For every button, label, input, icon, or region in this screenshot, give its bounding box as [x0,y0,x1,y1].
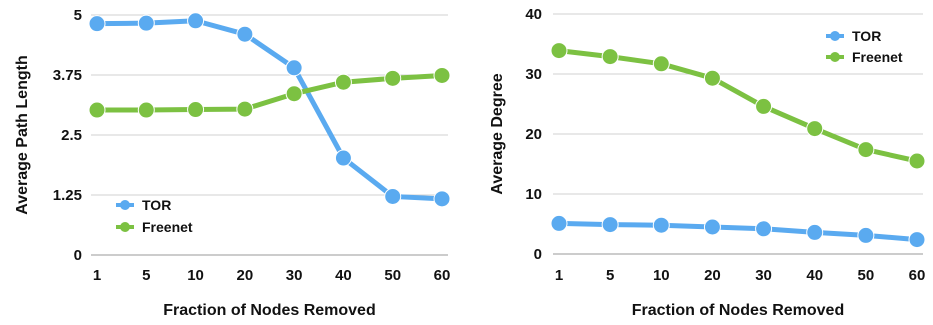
degree-x-tick-label: 40 [806,267,823,284]
path-length-x-axis-title: Fraction of Nodes Removed [163,302,375,319]
path-length-y-tick-label: 1.25 [53,187,82,204]
degree-x-tick-label: 10 [653,267,670,284]
degree-x-tick-label: 50 [858,267,875,284]
path-length-freenet-point [88,101,106,119]
path-length-freenet-point [187,101,205,119]
degree-legend-freenet-label: Freenet [852,49,903,65]
degree-freenet-point [755,97,773,115]
degree-tor-point [908,231,926,249]
path-length-x-tick-label: 50 [384,267,401,284]
path-length-freenet-point [384,69,402,87]
degree-chart-svg: 0 10 20 30 40 1 5 10 20 30 40 50 60 Fraction of Nodes… [489,6,926,319]
path-length-y-tick-label: 2.5 [61,127,82,144]
path-length-x-tick-label: 1 [93,267,101,284]
degree-freenet-point [550,42,568,60]
path-length-tor-point [137,14,155,32]
path-length-tor-point [88,15,106,33]
path-length-x-tick-label: 40 [335,267,352,284]
path-length-y-tick-label: 0 [74,247,82,264]
degree-y-tick-label: 0 [534,246,542,263]
path-length-x-tick-label: 10 [187,267,204,284]
path-length-legend-freenet-label: Freenet [142,219,193,235]
degree-tor-point [703,218,721,236]
degree-y-tick-label: 40 [525,6,542,23]
degree-chart: 0 10 20 30 40 1 5 10 20 30 40 50 60 Fraction of Nodes… [470,0,933,325]
path-length-tor-point [384,187,402,205]
path-length-freenet-point [285,85,303,103]
degree-legend-freenet-swatch [830,52,840,62]
degree-freenet-point [703,69,721,87]
degree-freenet-point [806,120,824,138]
degree-legend-tor-label: TOR [852,28,881,44]
path-length-tor-point [187,12,205,30]
path-length-legend-tor-swatch [120,200,130,210]
path-length-legend-freenet-swatch [120,222,130,232]
path-length-x-tick-label: 60 [434,267,451,284]
degree-y-axis-title: Average Degree [489,73,506,194]
degree-x-tick-label: 60 [909,267,926,284]
degree-tor-point [806,223,824,241]
path-length-tor-point [433,190,451,208]
degree-tor-point [652,216,670,234]
degree-x-tick-label: 30 [755,267,772,284]
path-length-y-tick-label: 5 [74,7,82,24]
degree-tor-point [550,214,568,232]
path-length-freenet-point [433,66,451,84]
degree-freenet-line [556,48,920,164]
degree-tor-point [857,226,875,244]
path-length-chart-svg: 0 1.25 2.5 3.75 5 1 5 10 20 30 40 50 60 Fraction of N… [14,7,451,319]
degree-freenet-point [908,152,926,170]
path-length-freenet-point [137,101,155,119]
degree-y-tick-label: 10 [525,186,542,203]
path-length-freenet-point [334,73,352,91]
degree-freenet-point [601,48,619,66]
path-length-x-tick-label: 5 [142,267,150,284]
degree-tor-point [755,220,773,238]
degree-freenet-point [857,141,875,159]
degree-x-tick-label: 5 [606,267,614,284]
path-length-x-tick-label: 30 [286,267,303,284]
path-length-chart: 0 1.25 2.5 3.75 5 1 5 10 20 30 40 50 60 Fraction of N… [14,7,451,319]
path-length-tor-point [236,25,254,43]
path-length-tor-point [334,149,352,167]
path-length-y-axis-title: Average Path Length [14,55,31,214]
degree-tor-line [556,220,920,243]
path-length-legend-tor-label: TOR [142,197,171,213]
path-length-y-tick-label: 3.75 [53,67,82,84]
degree-x-tick-label: 1 [555,267,563,284]
path-length-x-tick-label: 20 [237,267,254,284]
path-length-freenet-point [236,100,254,118]
degree-freenet-point [652,55,670,73]
degree-legend-tor-swatch [830,31,840,41]
path-length-tor-point [285,59,303,77]
degree-x-axis-title: Fraction of Nodes Removed [632,302,844,319]
degree-y-tick-label: 20 [525,126,542,143]
degree-y-tick-label: 30 [525,66,542,83]
degree-x-tick-label: 20 [704,267,721,284]
degree-tor-point [601,216,619,234]
